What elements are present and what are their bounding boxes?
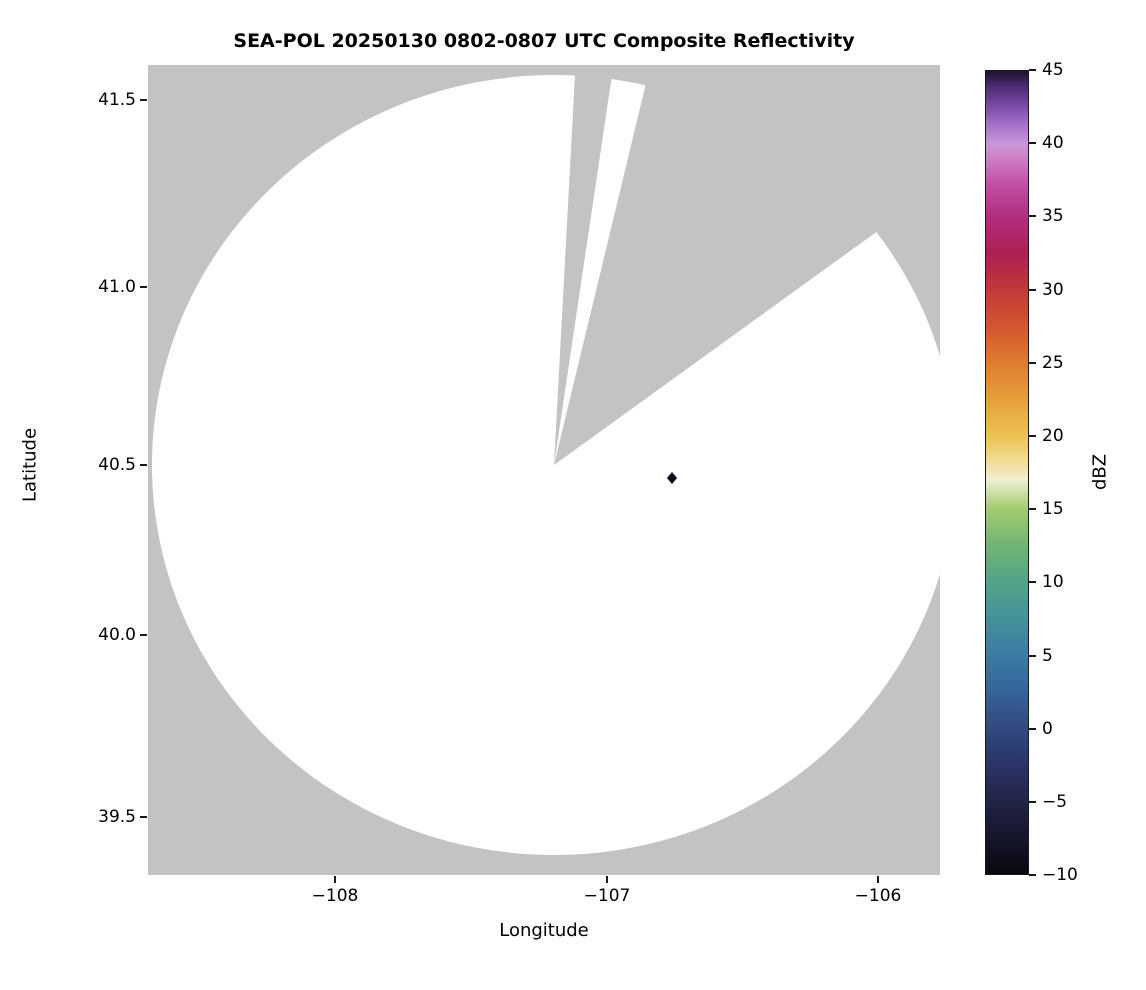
x-axis-label: Longitude — [499, 920, 589, 941]
colorbar-tick-label: 10 — [1042, 572, 1064, 592]
missing-sector-wide — [554, 75, 940, 465]
y-tick-mark — [140, 464, 147, 466]
x-tick-label: −106 — [854, 886, 902, 906]
colorbar-tick-mark — [1029, 69, 1036, 71]
y-tick-mark — [140, 99, 147, 101]
colorbar-tick-label: 35 — [1042, 206, 1064, 226]
chart-title: SEA-POL 20250130 0802-0807 UTC Composite… — [233, 30, 855, 52]
y-tick-label: 41.5 — [98, 90, 136, 110]
y-tick-mark — [140, 634, 147, 636]
plot-area — [148, 65, 940, 875]
y-tick-mark — [140, 286, 147, 288]
colorbar — [985, 70, 1029, 875]
missing-sector-narrow — [554, 75, 612, 465]
colorbar-tick-label: 45 — [1042, 60, 1064, 80]
colorbar-tick-label: 0 — [1042, 719, 1053, 739]
colorbar-tick-mark — [1029, 655, 1036, 657]
colorbar-tick-mark — [1029, 435, 1036, 437]
radar-coverage-graphic — [152, 75, 940, 855]
colorbar-tick-label: 15 — [1042, 499, 1064, 519]
x-tick-label: −107 — [583, 886, 631, 906]
colorbar-tick-mark — [1029, 362, 1036, 364]
colorbar-tick-label: −10 — [1042, 865, 1078, 885]
colorbar-tick-label: 5 — [1042, 646, 1053, 666]
colorbar-tick-mark — [1029, 142, 1036, 144]
y-tick-mark — [140, 816, 147, 818]
colorbar-label: dBZ — [1089, 453, 1111, 491]
colorbar-tick-label: 30 — [1042, 280, 1064, 300]
y-tick-label: 41.0 — [98, 277, 136, 297]
colorbar-tick-label: −5 — [1042, 792, 1068, 812]
echo-marker — [667, 472, 677, 484]
colorbar-tick-mark — [1029, 728, 1036, 730]
colorbar-tick-mark — [1029, 508, 1036, 510]
x-tick-label: −108 — [311, 886, 359, 906]
colorbar-tick-mark — [1029, 581, 1036, 583]
x-tick-mark — [334, 876, 336, 883]
y-tick-label: 39.5 — [98, 807, 136, 827]
y-tick-label: 40.0 — [98, 625, 136, 645]
colorbar-tick-label: 25 — [1042, 353, 1064, 373]
colorbar-tick-mark — [1029, 289, 1036, 291]
colorbar-tick-label: 40 — [1042, 133, 1064, 153]
colorbar-tick-mark — [1029, 215, 1036, 217]
colorbar-tick-label: 20 — [1042, 426, 1064, 446]
x-tick-mark — [877, 876, 879, 883]
colorbar-tick-mark — [1029, 801, 1036, 803]
y-axis-label: Latitude — [19, 427, 41, 503]
x-tick-mark — [606, 876, 608, 883]
y-tick-label: 40.5 — [98, 455, 136, 475]
colorbar-tick-mark — [1029, 874, 1036, 876]
